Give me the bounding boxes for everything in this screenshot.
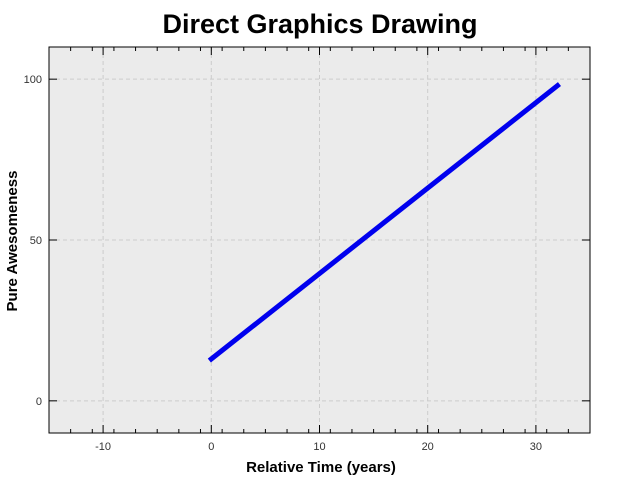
series-layer <box>207 82 562 363</box>
gridlines <box>49 47 590 433</box>
y-tick-label: 50 <box>30 235 42 247</box>
x-tick-label: 10 <box>313 441 325 453</box>
axis-ticks <box>48 47 591 433</box>
series-line <box>207 82 562 363</box>
tick-labels: -10 0 10 20 30 0 50 100 <box>24 74 542 453</box>
y-axis-label: Pure Awesomeness <box>4 171 21 312</box>
x-tick-label: -10 <box>95 441 111 453</box>
x-axis-label: Relative Time (years) <box>246 459 396 476</box>
chart-title: Direct Graphics Drawing <box>162 9 477 39</box>
x-tick-label: 30 <box>530 441 542 453</box>
y-tick-label: 100 <box>24 74 42 86</box>
plot-frame <box>48 46 591 434</box>
y-tick-label: 0 <box>36 396 42 408</box>
x-tick-label: 20 <box>422 441 434 453</box>
x-tick-label: 0 <box>208 441 214 453</box>
